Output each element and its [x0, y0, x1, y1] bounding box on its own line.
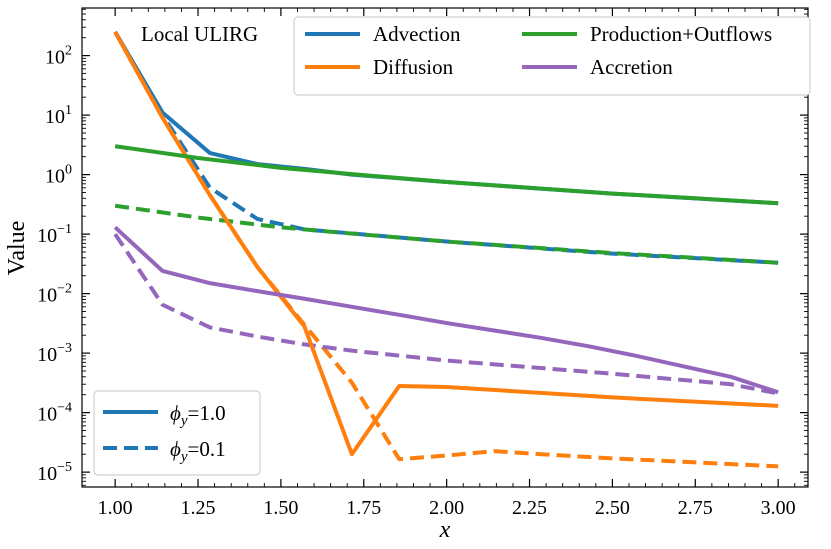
series-line-accretionphi-0-1 — [113, 232, 779, 396]
y-tick-label: 10−3 — [37, 341, 72, 366]
y-tick-label: 10−1 — [37, 222, 72, 247]
legend-label-production: Production+Outflows — [590, 22, 772, 46]
legend-phi: ϕy=1.0 ϕy=0.1 — [93, 390, 261, 476]
legend-processes: Advection Diffusion Production+Outflows Acc… — [293, 16, 811, 96]
plot-frame — [81, 7, 809, 488]
y-tick-label: 10−4 — [37, 401, 72, 426]
legend-label-accretion: Accretion — [590, 55, 673, 79]
x-axis-title: x — [439, 517, 451, 543]
x-tick-label: 3.00 — [761, 497, 796, 519]
y-tick-label: 100 — [45, 163, 72, 188]
y-tick-label: 10−5 — [37, 460, 72, 485]
legend-label-advection: Advection — [373, 22, 461, 46]
x-tick-label: 2.00 — [429, 497, 464, 519]
legend-phi-label: ϕy=1.0 — [170, 401, 226, 429]
y-tick-label: 102 — [45, 44, 72, 69]
y-axis-title: Value — [4, 221, 30, 276]
legend-label-diffusion: Diffusion — [373, 55, 454, 79]
legend-processes-box — [293, 16, 811, 96]
y-tick-label: 101 — [45, 103, 72, 128]
series-line-accretionphi-1-0 — [113, 225, 779, 395]
x-tick-label: 2.25 — [512, 497, 547, 519]
x-tick-label: 1.50 — [263, 497, 298, 519]
x-tick-label: 2.50 — [595, 497, 630, 519]
legend-phi-label: ϕy=0.1 — [170, 437, 226, 465]
x-tick-label: 1.75 — [346, 497, 381, 519]
annotation-text: Local ULIRG — [141, 22, 258, 46]
x-tick-label: 2.75 — [678, 497, 713, 519]
tick-labels: 1.00 1.25 1.50 1.75 2.00 2.25 2.50 2.75 3.00 102 1… — [37, 44, 796, 519]
series-line-production-outflowsphi-1-0 — [114, 144, 779, 206]
x-tick-label: 1.25 — [181, 497, 216, 519]
y-tick-label: 10−2 — [37, 282, 72, 307]
series-layer — [113, 30, 779, 469]
x-tick-label: 1.00 — [98, 497, 133, 519]
